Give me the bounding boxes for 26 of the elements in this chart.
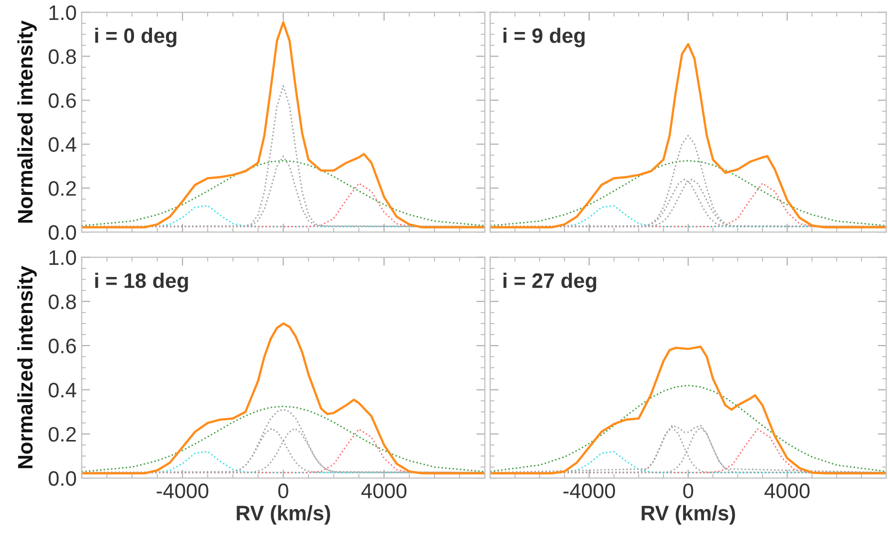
- y-tick-label: 0.4: [48, 382, 76, 398]
- x-tick-label: 0: [683, 484, 694, 498]
- y-tick-label: 0.8: [48, 49, 76, 64]
- y-tick-label: 0.0: [48, 471, 76, 486]
- x-axis-title: RV (km/s): [642, 505, 736, 525]
- y-tick-label: 0.2: [48, 181, 76, 196]
- x-tick-label: 4000: [361, 484, 406, 498]
- y-tick-label: 0.6: [48, 338, 76, 354]
- y-tick-label: 1.0: [49, 250, 76, 266]
- y-tick-label: 0.0: [48, 225, 76, 240]
- y-tick-label: 0.4: [48, 137, 76, 152]
- x-tick-label: 4000: [764, 484, 810, 498]
- x-tick-label: 0: [278, 484, 288, 498]
- y-tick-label: 0.8: [48, 294, 76, 310]
- y-tick-label: 1.0: [49, 5, 76, 20]
- y-tick-label: 0.6: [48, 93, 76, 108]
- y-tick-label: 0.2: [48, 426, 76, 442]
- x-tick-label: -4000: [156, 484, 208, 498]
- text: i = 27 deg: [504, 272, 596, 292]
- x-tick-label: -4000: [563, 484, 616, 498]
- text: i = 9 deg: [504, 28, 585, 48]
- y-axis-title: Normalized intensity: [17, 266, 37, 468]
- x-axis-title: RV (km/s): [236, 505, 330, 525]
- y-axis-title: Normalized intensity: [17, 20, 37, 223]
- text: i = 0 deg: [95, 28, 176, 48]
- text: i = 18 deg: [95, 272, 188, 292]
